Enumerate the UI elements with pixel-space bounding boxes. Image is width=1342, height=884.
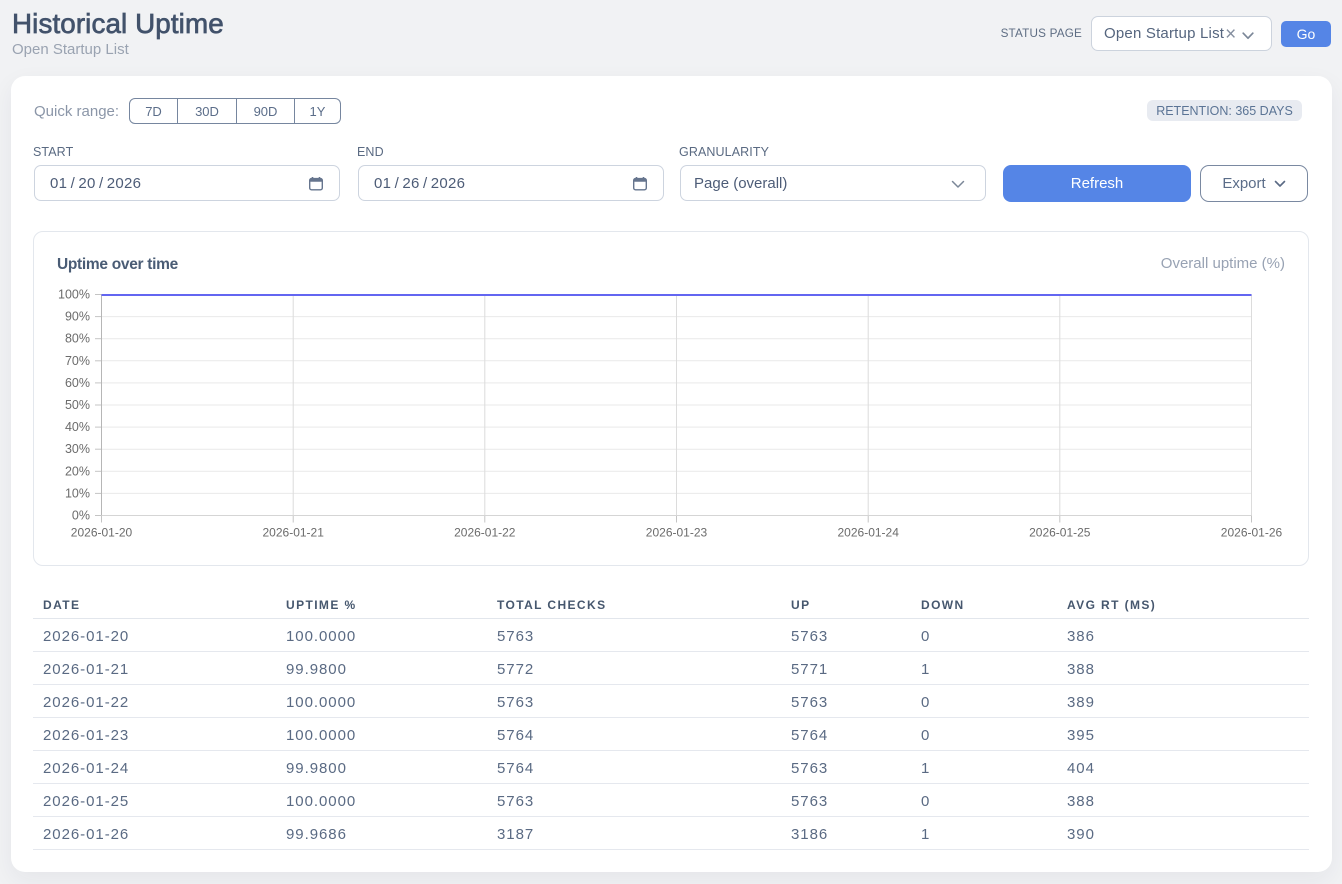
svg-text:2026-01-26: 2026-01-26 — [1221, 526, 1283, 540]
svg-text:30%: 30% — [65, 442, 90, 456]
svg-text:20%: 20% — [65, 464, 90, 478]
svg-text:2026-01-23: 2026-01-23 — [646, 526, 708, 540]
svg-text:2026-01-25: 2026-01-25 — [1029, 526, 1091, 540]
svg-text:2026-01-21: 2026-01-21 — [263, 526, 325, 540]
svg-text:90%: 90% — [65, 310, 90, 324]
svg-text:70%: 70% — [65, 354, 90, 368]
svg-text:10%: 10% — [65, 486, 90, 500]
svg-text:2026-01-24: 2026-01-24 — [838, 526, 900, 540]
svg-text:80%: 80% — [65, 332, 90, 346]
svg-text:40%: 40% — [65, 420, 90, 434]
svg-text:50%: 50% — [65, 398, 90, 412]
svg-text:60%: 60% — [65, 376, 90, 390]
svg-text:100%: 100% — [58, 288, 90, 302]
svg-text:0%: 0% — [72, 509, 90, 523]
svg-text:2026-01-22: 2026-01-22 — [454, 526, 516, 540]
svg-text:2026-01-20: 2026-01-20 — [71, 526, 133, 540]
